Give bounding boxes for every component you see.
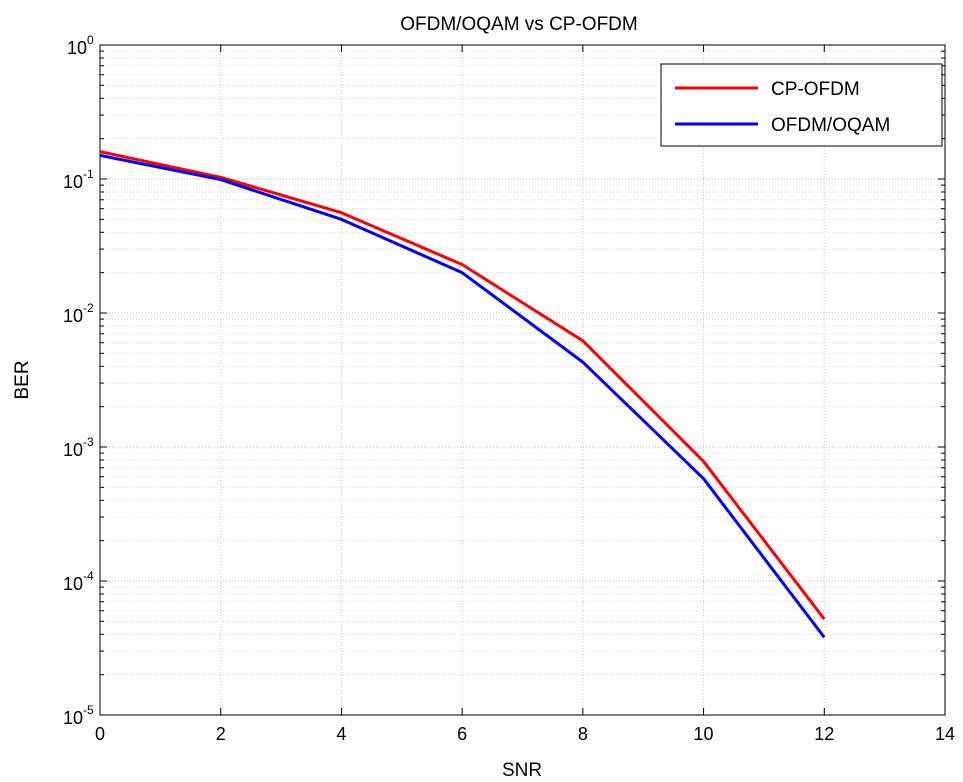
legend-label: CP-OFDM xyxy=(771,79,860,100)
chart-title: OFDM/OQAM vs CP-OFDM xyxy=(400,14,637,35)
y-tick-label: 10-5 xyxy=(63,703,94,728)
grid xyxy=(100,45,945,715)
x-axis-label: SNR xyxy=(502,760,542,781)
y-axis-label: BER xyxy=(12,360,33,399)
x-tick-labels: 0 2 4 6 8 10 12 14 xyxy=(95,724,955,744)
x-tick-label: 6 xyxy=(457,724,467,744)
y-tick-labels: 100 10-1 10-2 10-3 10-4 10-5 xyxy=(63,33,94,728)
x-tick-label: 2 xyxy=(216,724,226,744)
series-lines xyxy=(99,150,826,639)
x-tick-label: 8 xyxy=(578,724,588,744)
y-tick-label: 10-2 xyxy=(63,301,94,326)
series-line-0 xyxy=(99,150,826,620)
x-tick-label: 12 xyxy=(814,724,834,744)
y-tick-label: 100 xyxy=(67,33,94,58)
x-tick-label: 14 xyxy=(935,724,955,744)
x-tick-label: 4 xyxy=(336,724,346,744)
legend: CP-OFDM OFDM/OQAM xyxy=(660,63,943,147)
legend-box xyxy=(660,63,943,147)
x-tick-label: 10 xyxy=(694,724,714,744)
y-tick-label: 10-1 xyxy=(63,167,94,192)
plot-area-frame xyxy=(99,44,946,716)
y-tick-label: 10-3 xyxy=(63,435,94,460)
legend-label: OFDM/OQAM xyxy=(771,115,890,136)
y-tick-label: 10-4 xyxy=(63,569,94,594)
x-tick-label: 0 xyxy=(95,724,105,744)
